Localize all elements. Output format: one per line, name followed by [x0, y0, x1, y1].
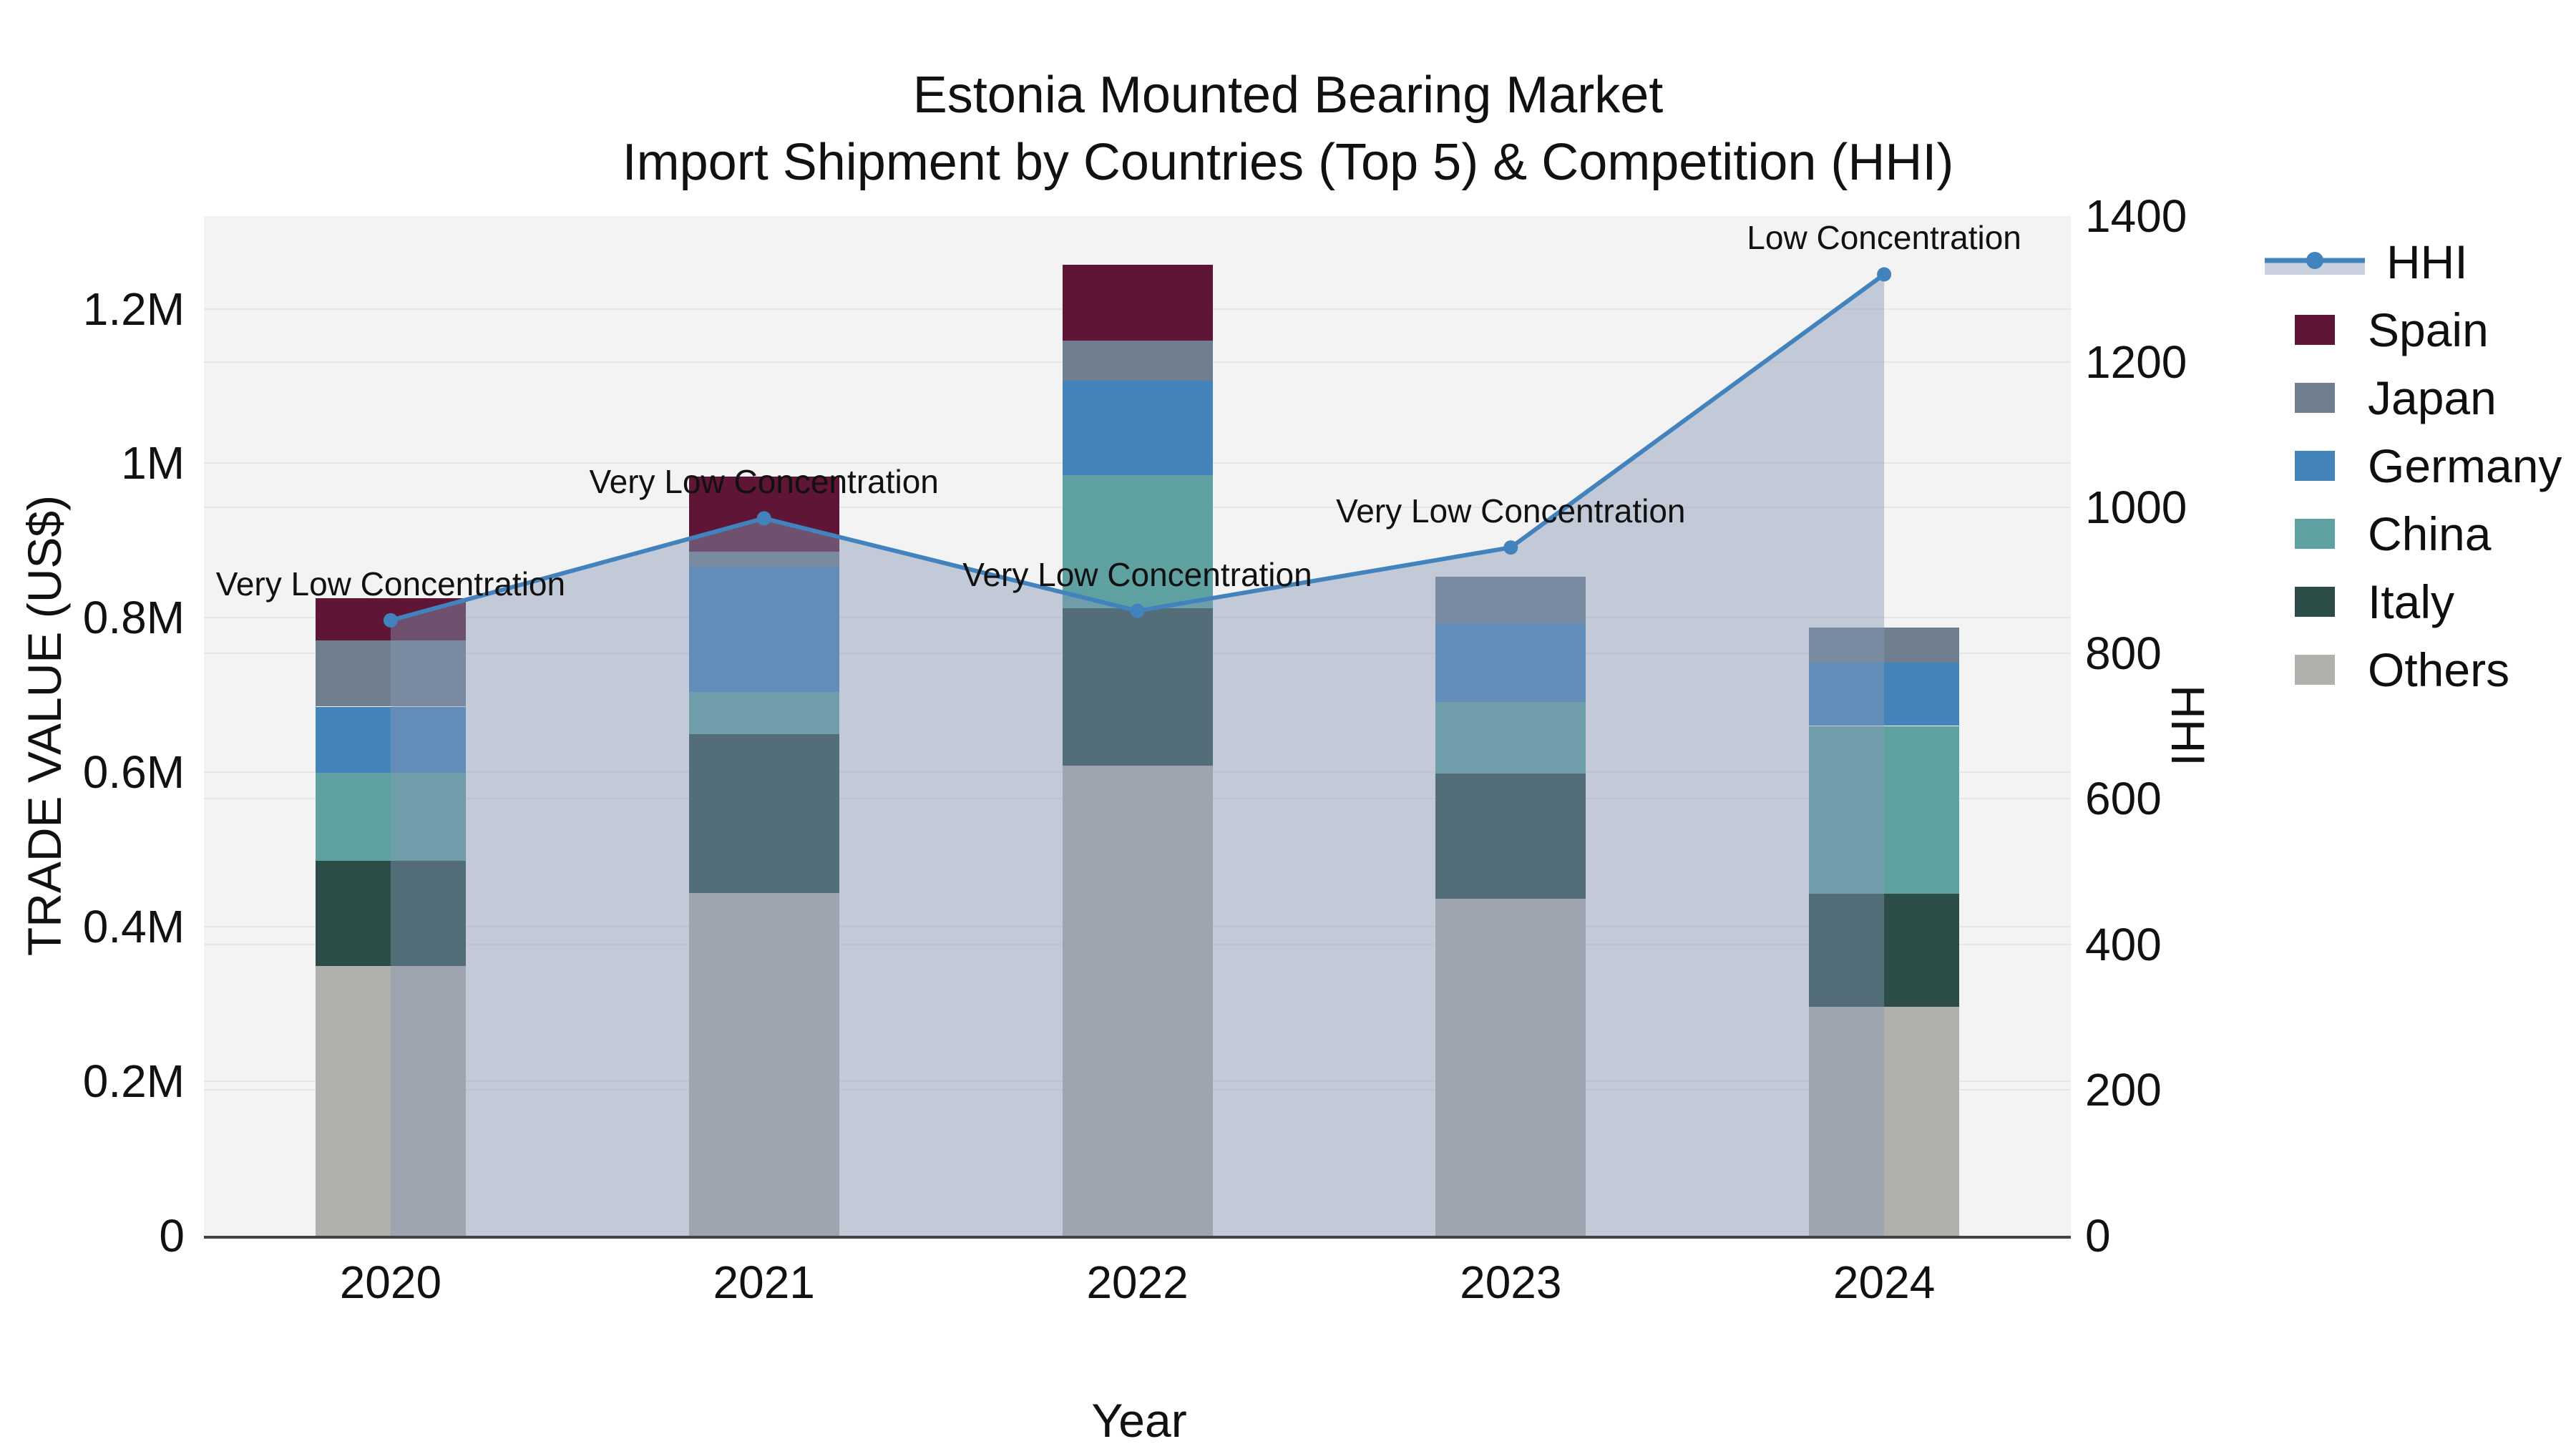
- hhi-line-layer: [383, 267, 1892, 1236]
- chart-title-line1: Estonia Mounted Bearing Market: [912, 67, 1664, 124]
- bar-segment-italy-2024: [1809, 893, 1960, 1008]
- bar-segment-spain-2022: [1062, 265, 1213, 341]
- x-tick-label-2023: 2023: [1460, 1257, 1562, 1308]
- hhi-marker-2021: [756, 511, 771, 526]
- y-right-tick-label: 400: [2085, 918, 2162, 970]
- legend: HHI Spain Japan Germany China Italy Others: [2265, 228, 2562, 703]
- y-right-tick-label: 600: [2085, 773, 2162, 825]
- y-right-tick-label: 1000: [2085, 482, 2187, 534]
- bar-segment-china-2022: [1062, 474, 1213, 609]
- y-right-tick-label: 1400: [2085, 190, 2187, 242]
- legend-item-china[interactable]: China: [2265, 499, 2562, 567]
- bar-segment-germany-2022: [1062, 380, 1213, 475]
- legend-item-others[interactable]: Others: [2265, 635, 2562, 703]
- legend-item-spain[interactable]: Spain: [2265, 296, 2562, 364]
- legend-swatch-china-icon: [2295, 518, 2335, 549]
- legend-label: HHI: [2386, 235, 2468, 288]
- hhi-marker-2020: [383, 613, 398, 628]
- chart-title-line2: Import Shipment by Countries (Top 5) & C…: [622, 134, 1954, 191]
- bar-segment-italy-2021: [688, 734, 839, 893]
- legend-item-italy[interactable]: Italy: [2265, 567, 2562, 635]
- bar-segment-china-2023: [1435, 702, 1586, 774]
- bar-segment-italy-2020: [315, 861, 466, 967]
- legend-label: Spain: [2368, 303, 2489, 356]
- bar-segment-china-2020: [315, 773, 466, 862]
- hhi-legend-sample-icon: [2265, 251, 2365, 275]
- y-right-tick-label: 0: [2085, 1210, 2111, 1262]
- bar-segment-japan-2021: [688, 551, 839, 567]
- bar-segment-china-2021: [688, 692, 839, 735]
- y-left-tick-label: 1.2M: [82, 283, 185, 335]
- y-left-tick-label: 0.6M: [82, 746, 185, 799]
- legend-item-japan[interactable]: Japan: [2265, 364, 2562, 431]
- y-left-tick-label: 1M: [121, 437, 185, 489]
- annotation-2021: Very Low Concentration: [589, 463, 939, 501]
- y-left-tick-label: 0.8M: [82, 592, 185, 644]
- y-left-tick-label: 0.2M: [82, 1055, 185, 1108]
- annotation-2024: Low Concentration: [1747, 219, 2021, 257]
- legend-label: Japan: [2368, 371, 2497, 424]
- bar-segment-others-2024: [1809, 1007, 1960, 1236]
- hhi-marker-2023: [1503, 540, 1518, 555]
- x-tick-label-2024: 2024: [1833, 1257, 1936, 1308]
- legend-item-hhi[interactable]: HHI: [2265, 228, 2562, 296]
- x-tick-label-2021: 2021: [713, 1257, 815, 1308]
- hhi-area-fill: [390, 274, 1885, 1236]
- bar-segment-germany-2021: [688, 567, 839, 692]
- plot-area: [204, 216, 2071, 1239]
- bar-segment-italy-2022: [1062, 608, 1213, 766]
- bar-segment-germany-2024: [1809, 662, 1960, 726]
- hhi-marker-2024: [1877, 267, 1892, 282]
- legend-swatch-japan-icon: [2295, 382, 2335, 413]
- annotation-2023: Very Low Concentration: [1336, 492, 1686, 530]
- y-left-tick-label: 0.4M: [82, 901, 185, 953]
- annotation-2022: Very Low Concentration: [962, 555, 1312, 593]
- bar-segment-japan-2022: [1062, 340, 1213, 381]
- legend-label: Germany: [2368, 439, 2562, 492]
- legend-label: China: [2368, 507, 2492, 560]
- legend-label: Italy: [2368, 575, 2455, 628]
- bar-segment-germany-2023: [1435, 623, 1586, 703]
- y-right-tick-label: 800: [2085, 627, 2162, 679]
- bar-segment-others-2022: [1062, 765, 1213, 1236]
- x-tick-label-2020: 2020: [339, 1257, 442, 1308]
- y-axis-left-title: TRADE VALUE (US$): [18, 494, 71, 957]
- bar-segment-others-2021: [688, 892, 839, 1236]
- legend-swatch-spain-icon: [2295, 314, 2335, 345]
- bar-segment-italy-2023: [1435, 774, 1586, 899]
- bar-segment-japan-2023: [1435, 577, 1586, 623]
- bar-segment-china-2024: [1809, 726, 1960, 894]
- y-right-tick-label: 200: [2085, 1064, 2162, 1116]
- annotation-2020: Very Low Concentration: [215, 565, 566, 602]
- y-left-tick-label: 0: [159, 1210, 185, 1262]
- legend-swatch-italy-icon: [2295, 586, 2335, 617]
- legend-swatch-others-icon: [2295, 654, 2335, 685]
- x-tick-label-2022: 2022: [1086, 1257, 1189, 1308]
- legend-item-germany[interactable]: Germany: [2265, 431, 2562, 499]
- legend-swatch-germany-icon: [2295, 450, 2335, 481]
- y-axis-right-title: HHI: [2162, 685, 2215, 766]
- bar-segment-others-2023: [1435, 899, 1586, 1236]
- legend-label: Others: [2368, 643, 2510, 696]
- bar-segment-japan-2024: [1809, 628, 1960, 663]
- bar-segment-germany-2020: [315, 706, 466, 774]
- y-right-tick-label: 1200: [2085, 336, 2187, 388]
- bar-segment-others-2020: [315, 966, 466, 1236]
- bar-segment-japan-2020: [315, 640, 466, 707]
- x-axis-title: Year: [1091, 1394, 1187, 1447]
- hhi-marker-2022: [1130, 603, 1145, 618]
